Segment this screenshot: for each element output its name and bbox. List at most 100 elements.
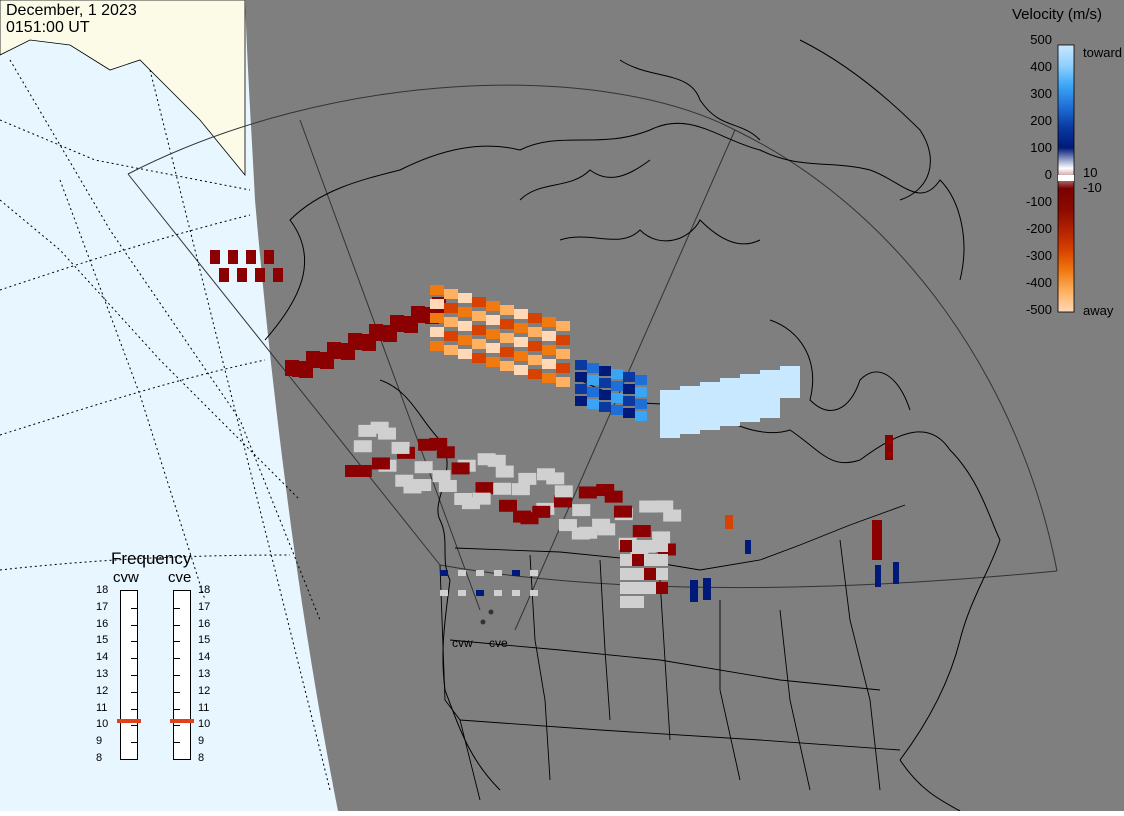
- frequency-level-label: 15: [198, 634, 211, 647]
- frequency-level-label: 17: [96, 600, 109, 613]
- alaska-land: [0, 0, 246, 177]
- ground-scatter-cell: [432, 470, 451, 483]
- ground-scatter-cell: [620, 540, 632, 552]
- colorbar-away-label: away: [1083, 303, 1114, 318]
- ground-scatter-cell: [655, 500, 674, 513]
- ground-scatter-cell: [620, 568, 632, 580]
- frequency-level-label: 10: [198, 718, 211, 731]
- ground-scatter-cell: [438, 479, 457, 492]
- velocity-cell-away: [556, 335, 570, 345]
- velocity-cell-toward: [587, 399, 599, 409]
- frequency-level-label: 16: [198, 617, 211, 630]
- frequency-level-label: 10: [96, 718, 109, 731]
- colorbar-zero-band: [1058, 175, 1074, 181]
- velocity-cell-away: [430, 327, 444, 337]
- velocity-cell-away: [514, 365, 528, 375]
- velocity-cell-toward: [587, 375, 599, 385]
- velocity-cell-away: [472, 311, 486, 321]
- velocity-cell-away: [500, 361, 514, 371]
- velocity-cell-away: [458, 293, 472, 303]
- colorbar-tick-label: 200: [1030, 113, 1052, 128]
- velocity-cell-toward: [720, 410, 740, 426]
- frequency-level-label: 18: [96, 584, 109, 596]
- velocity-cell-away: [430, 299, 444, 309]
- velocity-cell-away: [528, 341, 542, 351]
- ground-scatter-cell: [530, 590, 538, 596]
- velocity-cell-away: [556, 349, 570, 359]
- ground-scatter-cell: [656, 540, 668, 552]
- velocity-cell-toward: [760, 386, 780, 402]
- frequency-indicator: [117, 718, 141, 723]
- velocity-cell-away: [444, 303, 458, 313]
- colorbar-tick-label: -400: [1025, 275, 1052, 290]
- coastlines: [264, 39, 1001, 812]
- ground-scatter-cell: [353, 440, 372, 453]
- velocity-cell-away: [472, 297, 486, 307]
- ground-scatter-cell: [440, 570, 448, 576]
- ground-scatter-cell: [512, 590, 520, 596]
- velocity-cell-toward: [635, 375, 647, 385]
- velocity-cell-away: [246, 250, 256, 264]
- velocity-cell-toward: [780, 382, 800, 398]
- velocity-cell-away: [458, 321, 472, 331]
- velocity-cell-toward: [635, 399, 647, 409]
- velocity-cell-away: [228, 250, 238, 264]
- velocity-cell-away: [528, 327, 542, 337]
- colorbar-tick-label: 300: [1030, 86, 1052, 101]
- velocity-cell-away: [500, 319, 514, 329]
- ground-scatter-cell: [487, 454, 506, 467]
- velocity-cell-toward: [611, 405, 623, 415]
- frequency-title: Frequency: [111, 549, 192, 568]
- ground-scatter-cell: [620, 554, 632, 566]
- velocity-cell-toward: [760, 402, 780, 418]
- velocity-cell-away: [514, 337, 528, 347]
- velocity-cell-away: [444, 289, 458, 299]
- frequency-level-label: 9: [96, 735, 103, 748]
- ground-scatter-cell: [511, 483, 530, 496]
- ground-scatter-cell: [378, 427, 397, 440]
- ground-scatter-cell: [632, 540, 644, 552]
- velocity-cell-toward: [660, 390, 680, 406]
- ground-scatter-cell: [413, 479, 432, 492]
- velocity-cell-away: [430, 285, 444, 295]
- velocity-cell-away: [472, 353, 486, 363]
- velocity-cell-away: [430, 313, 444, 323]
- velocity-cell-toward: [599, 366, 611, 376]
- velocity-cell-away: [542, 331, 556, 341]
- ground-scatter-cell: [632, 596, 644, 608]
- velocity-cell-toward: [623, 372, 635, 382]
- velocity-cell-away: [556, 321, 570, 331]
- colorbar-tick-label: 100: [1030, 140, 1052, 155]
- velocity-cell-toward: [611, 369, 623, 379]
- colorbar-tick-label: -500: [1025, 302, 1052, 317]
- radar-name-cve: cve: [168, 569, 192, 586]
- colorbar-tick-label: -200: [1025, 221, 1052, 236]
- velocity-cell-toward: [599, 390, 611, 400]
- site-label-cve: cve: [489, 636, 508, 650]
- velocity-cell-away: [444, 317, 458, 327]
- colorbar-tick-label: 500: [1030, 32, 1052, 47]
- ground-scatter-cell: [532, 505, 551, 518]
- velocity-cell-toward: [680, 386, 700, 402]
- colorbar-tick-label: -100: [1025, 194, 1052, 209]
- ground-scatter-cell: [494, 590, 502, 596]
- ground-scatter-cell: [644, 554, 656, 566]
- frequency-level-label: 11: [96, 701, 108, 714]
- ground-scatter-cell: [353, 464, 372, 477]
- frequency-level-label: 8: [198, 752, 205, 764]
- velocity-cell-toward: [635, 387, 647, 397]
- radar-site-marker: [480, 619, 486, 625]
- ground-scatter-cell: [440, 590, 448, 596]
- velocity-cell-toward: [575, 360, 587, 370]
- velocity-cell-toward: [700, 414, 720, 430]
- frequency-level-label: 14: [198, 651, 211, 664]
- velocity-cell-toward: [587, 387, 599, 397]
- ground-scatter-cell: [656, 554, 668, 566]
- velocity-cell-toward: [611, 381, 623, 391]
- ground-scatter-cell: [632, 525, 651, 538]
- velocity-cell-toward: [660, 422, 680, 438]
- velocity-cell-away: [885, 435, 893, 460]
- colorbar-title: Velocity (m/s): [1012, 6, 1103, 23]
